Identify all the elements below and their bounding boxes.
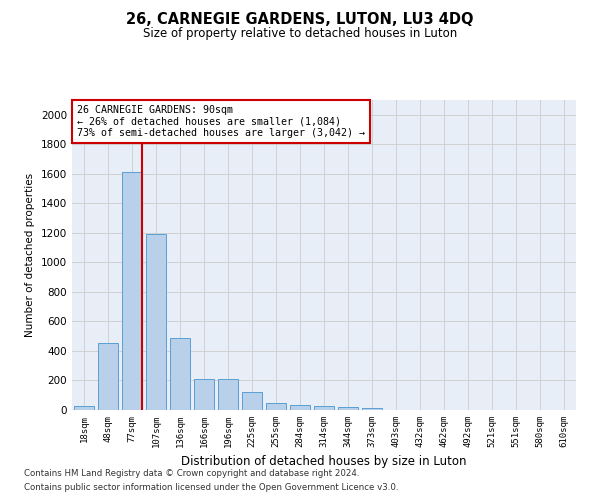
Text: 26 CARNEGIE GARDENS: 90sqm
← 26% of detached houses are smaller (1,084)
73% of s: 26 CARNEGIE GARDENS: 90sqm ← 26% of deta… [77, 104, 365, 138]
Bar [122, 172, 142, 410]
Bar [266, 403, 286, 410]
Bar [146, 234, 166, 410]
Bar [362, 408, 382, 410]
Text: Size of property relative to detached houses in Luton: Size of property relative to detached ho… [143, 28, 457, 40]
X-axis label: Distribution of detached houses by size in Luton: Distribution of detached houses by size … [181, 456, 467, 468]
Text: 26, CARNEGIE GARDENS, LUTON, LU3 4DQ: 26, CARNEGIE GARDENS, LUTON, LU3 4DQ [126, 12, 474, 28]
Bar [218, 379, 238, 410]
Bar [290, 405, 310, 410]
Bar [98, 343, 118, 410]
Bar [242, 392, 262, 410]
Bar [314, 406, 334, 410]
Y-axis label: Number of detached properties: Number of detached properties [25, 173, 35, 337]
Bar [170, 338, 190, 410]
Text: Contains public sector information licensed under the Open Government Licence v3: Contains public sector information licen… [24, 484, 398, 492]
Bar [74, 406, 94, 410]
Bar [194, 379, 214, 410]
Bar [338, 407, 358, 410]
Text: Contains HM Land Registry data © Crown copyright and database right 2024.: Contains HM Land Registry data © Crown c… [24, 468, 359, 477]
